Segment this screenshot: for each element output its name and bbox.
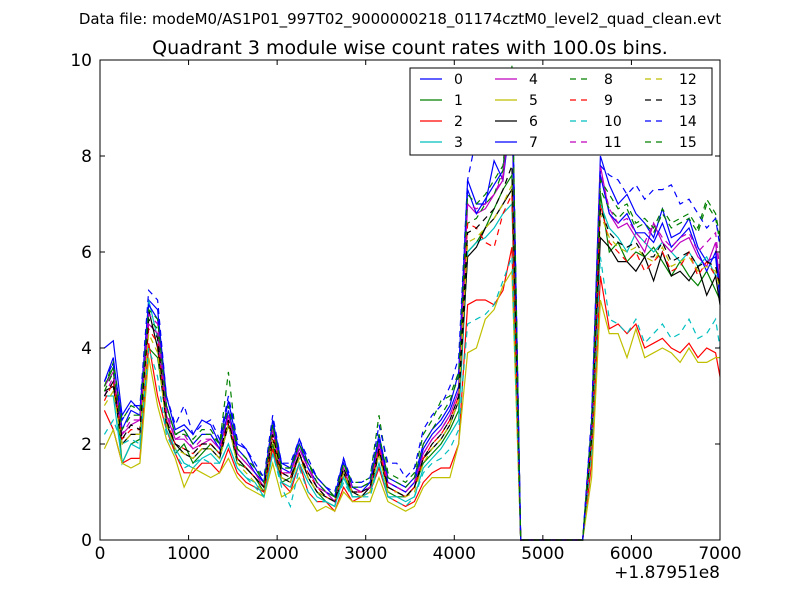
- y-tick-label: 8: [81, 147, 92, 167]
- legend-label-8: 8: [604, 72, 613, 88]
- series-line-15: [103, 69, 721, 541]
- legend-label-14: 14: [679, 114, 697, 130]
- chart-title: Quadrant 3 module wise count rates with …: [152, 37, 668, 59]
- x-tick-label: 1000: [167, 544, 210, 564]
- series-line-8: [103, 64, 721, 541]
- legend-label-5: 5: [529, 93, 538, 109]
- legend-label-3: 3: [454, 135, 463, 151]
- x-tick-label: 4000: [433, 544, 476, 564]
- legend-label-15: 15: [679, 135, 697, 151]
- series-line-2: [103, 247, 721, 541]
- legend-label-0: 0: [454, 72, 463, 88]
- series-line-11: [103, 79, 721, 541]
- series-line-10: [103, 256, 721, 541]
- series-line-13: [103, 165, 721, 541]
- y-tick-label: 2: [81, 435, 92, 455]
- legend-label-12: 12: [679, 72, 697, 88]
- plot-frame: [99, 59, 721, 541]
- legend-label-9: 9: [604, 93, 613, 109]
- x-tick-label: 7000: [698, 544, 741, 564]
- legend-label-1: 1: [454, 93, 463, 109]
- legend-label-13: 13: [679, 93, 697, 109]
- x-tick-label: 2000: [256, 544, 299, 564]
- series-line-5: [103, 269, 720, 541]
- series-line-6: [104, 187, 721, 541]
- y-tick-label: 10: [70, 51, 92, 71]
- legend-label-7: 7: [529, 135, 538, 151]
- legend-label-10: 10: [604, 114, 622, 130]
- series-line-12: [103, 184, 721, 541]
- legend-label-4: 4: [529, 72, 538, 88]
- chart-supertitle: Data file: modeM0/AS1P01_997T02_90000002…: [79, 10, 721, 29]
- legend-label-6: 6: [529, 114, 538, 130]
- y-tick-label: 6: [81, 243, 92, 263]
- legend-box: [409, 67, 713, 156]
- x-tick-label: 3000: [344, 544, 387, 564]
- x-tick-label: 0: [95, 544, 106, 564]
- legend-label-11: 11: [604, 135, 622, 151]
- x-offset-label: +1.87951e8: [614, 563, 720, 583]
- legend-label-2: 2: [454, 114, 463, 130]
- series-line-14: [103, 74, 721, 541]
- y-tick-label: 0: [81, 531, 92, 551]
- series-layer: [103, 64, 721, 541]
- x-tick-label: 6000: [610, 544, 653, 564]
- y-tick-label: 4: [81, 339, 92, 359]
- x-tick-label: 5000: [521, 544, 564, 564]
